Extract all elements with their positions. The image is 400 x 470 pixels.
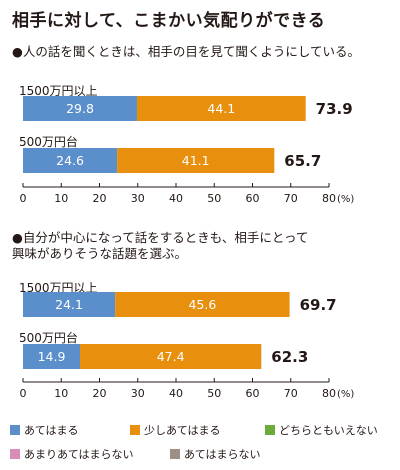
question-2: ●自分が中心になって話をするときも、相手にとって 興味がありそうな話題を選ぶ。 — [12, 230, 308, 262]
panel-1-x-tick-label: 70 — [284, 192, 298, 205]
panel-2-bar-value-label: 45.6 — [188, 297, 216, 312]
legend-item-5: あてはまらない — [170, 446, 261, 462]
panel-2-bar-value-label: 47.4 — [157, 349, 185, 364]
panel-2-total-label: 69.7 — [300, 296, 337, 314]
panel-2-bar-atehamaru — [23, 344, 80, 369]
legend-item-4: あまりあてはまらない — [10, 446, 134, 462]
legend-label-4: あまりあてはまらない — [24, 448, 134, 461]
panel-1-x-tick-label: 20 — [93, 192, 107, 205]
panel-1-total-label: 73.9 — [316, 100, 353, 118]
legend-item-2: 少しあてはまる — [130, 422, 221, 438]
panel-2-bar-atehamaru — [23, 292, 116, 317]
legend-swatch-3 — [265, 425, 275, 435]
legend-swatch-2 — [130, 425, 140, 435]
panel-1-bar-atehamaru — [23, 96, 137, 121]
legend-item-3: どちらともいえない — [265, 422, 378, 438]
panel-1-x-tick-label: 10 — [54, 192, 68, 205]
question-2-line-1: ●自分が中心になって話をするときも、相手にとって — [12, 230, 309, 245]
panel-1-bar-sukoshi-atehamaru — [117, 148, 275, 173]
panel-2-x-tick-label: 50 — [207, 387, 221, 400]
panel-2-bar-value-label: 14.9 — [38, 349, 66, 364]
panel-1-total-label: 65.7 — [284, 152, 321, 170]
panel-1-bar-value-label: 29.8 — [66, 101, 94, 116]
panel-2-x-tick-label: 20 — [93, 387, 107, 400]
panel-1-bar-value-label: 24.6 — [56, 153, 84, 168]
panel-2-x-tick-label: 10 — [54, 387, 68, 400]
panel-1-category-label: 500万円台 — [19, 134, 78, 149]
panel-2-x-tick-label: 60 — [246, 387, 260, 400]
panel-1-bar-sukoshi-atehamaru — [136, 96, 306, 121]
panel-2-x-unit-label: (%) — [337, 389, 354, 400]
question-2-line-2: 興味がありそうな話題を選ぶ。 — [12, 246, 188, 261]
legend-label-1: あてはまる — [24, 424, 79, 437]
panel-1-bar-value-label: 41.1 — [182, 153, 210, 168]
panel-2-category-label: 500万円台 — [19, 330, 78, 345]
panel-1-x-tick-label: 80 — [322, 192, 336, 205]
panel-1-x-tick-label: 50 — [207, 192, 221, 205]
legend-label-2: 少しあてはまる — [144, 424, 221, 437]
panel-2-x-tick-label: 70 — [284, 387, 298, 400]
panel-2-bar-value-label: 24.1 — [55, 297, 83, 312]
panel-2-x-tick-label: 40 — [169, 387, 183, 400]
chart-title: 相手に対して、こまかい気配りができる — [12, 11, 326, 31]
panel-1-x-tick-label: 0 — [20, 192, 27, 205]
panel-2-x-tick-label: 0 — [20, 387, 27, 400]
panel-2-x-tick-label: 80 — [322, 387, 336, 400]
legend-swatch-5 — [170, 449, 180, 459]
legend-swatch-4 — [10, 449, 20, 459]
legend-label-3: どちらともいえない — [279, 424, 378, 437]
panel-2-bar-sukoshi-atehamaru — [115, 292, 290, 317]
legend-item-1: あてはまる — [10, 422, 79, 438]
panel-2-category-label: 1500万円以上 — [19, 281, 98, 295]
panel-1-bar-value-label: 44.1 — [207, 101, 235, 116]
panel-1-x-tick-label: 40 — [169, 192, 183, 205]
panel-1-x-unit-label: (%) — [337, 194, 354, 205]
panel-1-x-tick-label: 60 — [246, 192, 260, 205]
panel-1-bar-atehamaru — [23, 148, 118, 173]
panel-2-total-label: 62.3 — [271, 348, 308, 366]
question-1: ●人の話を聞くときは、相手の目を見て聞くようにしている。 — [12, 44, 360, 60]
question-1-text: ●人の話を聞くときは、相手の目を見て聞くようにしている。 — [12, 44, 361, 59]
legend-label-5: あてはまらない — [184, 448, 261, 461]
legend-swatch-1 — [10, 425, 20, 435]
panel-1-x-tick-label: 30 — [131, 192, 145, 205]
panel-1-category-label: 1500万円以上 — [19, 84, 98, 98]
panel-2-bar-sukoshi-atehamaru — [79, 344, 262, 369]
panel-2-x-tick-label: 30 — [131, 387, 145, 400]
